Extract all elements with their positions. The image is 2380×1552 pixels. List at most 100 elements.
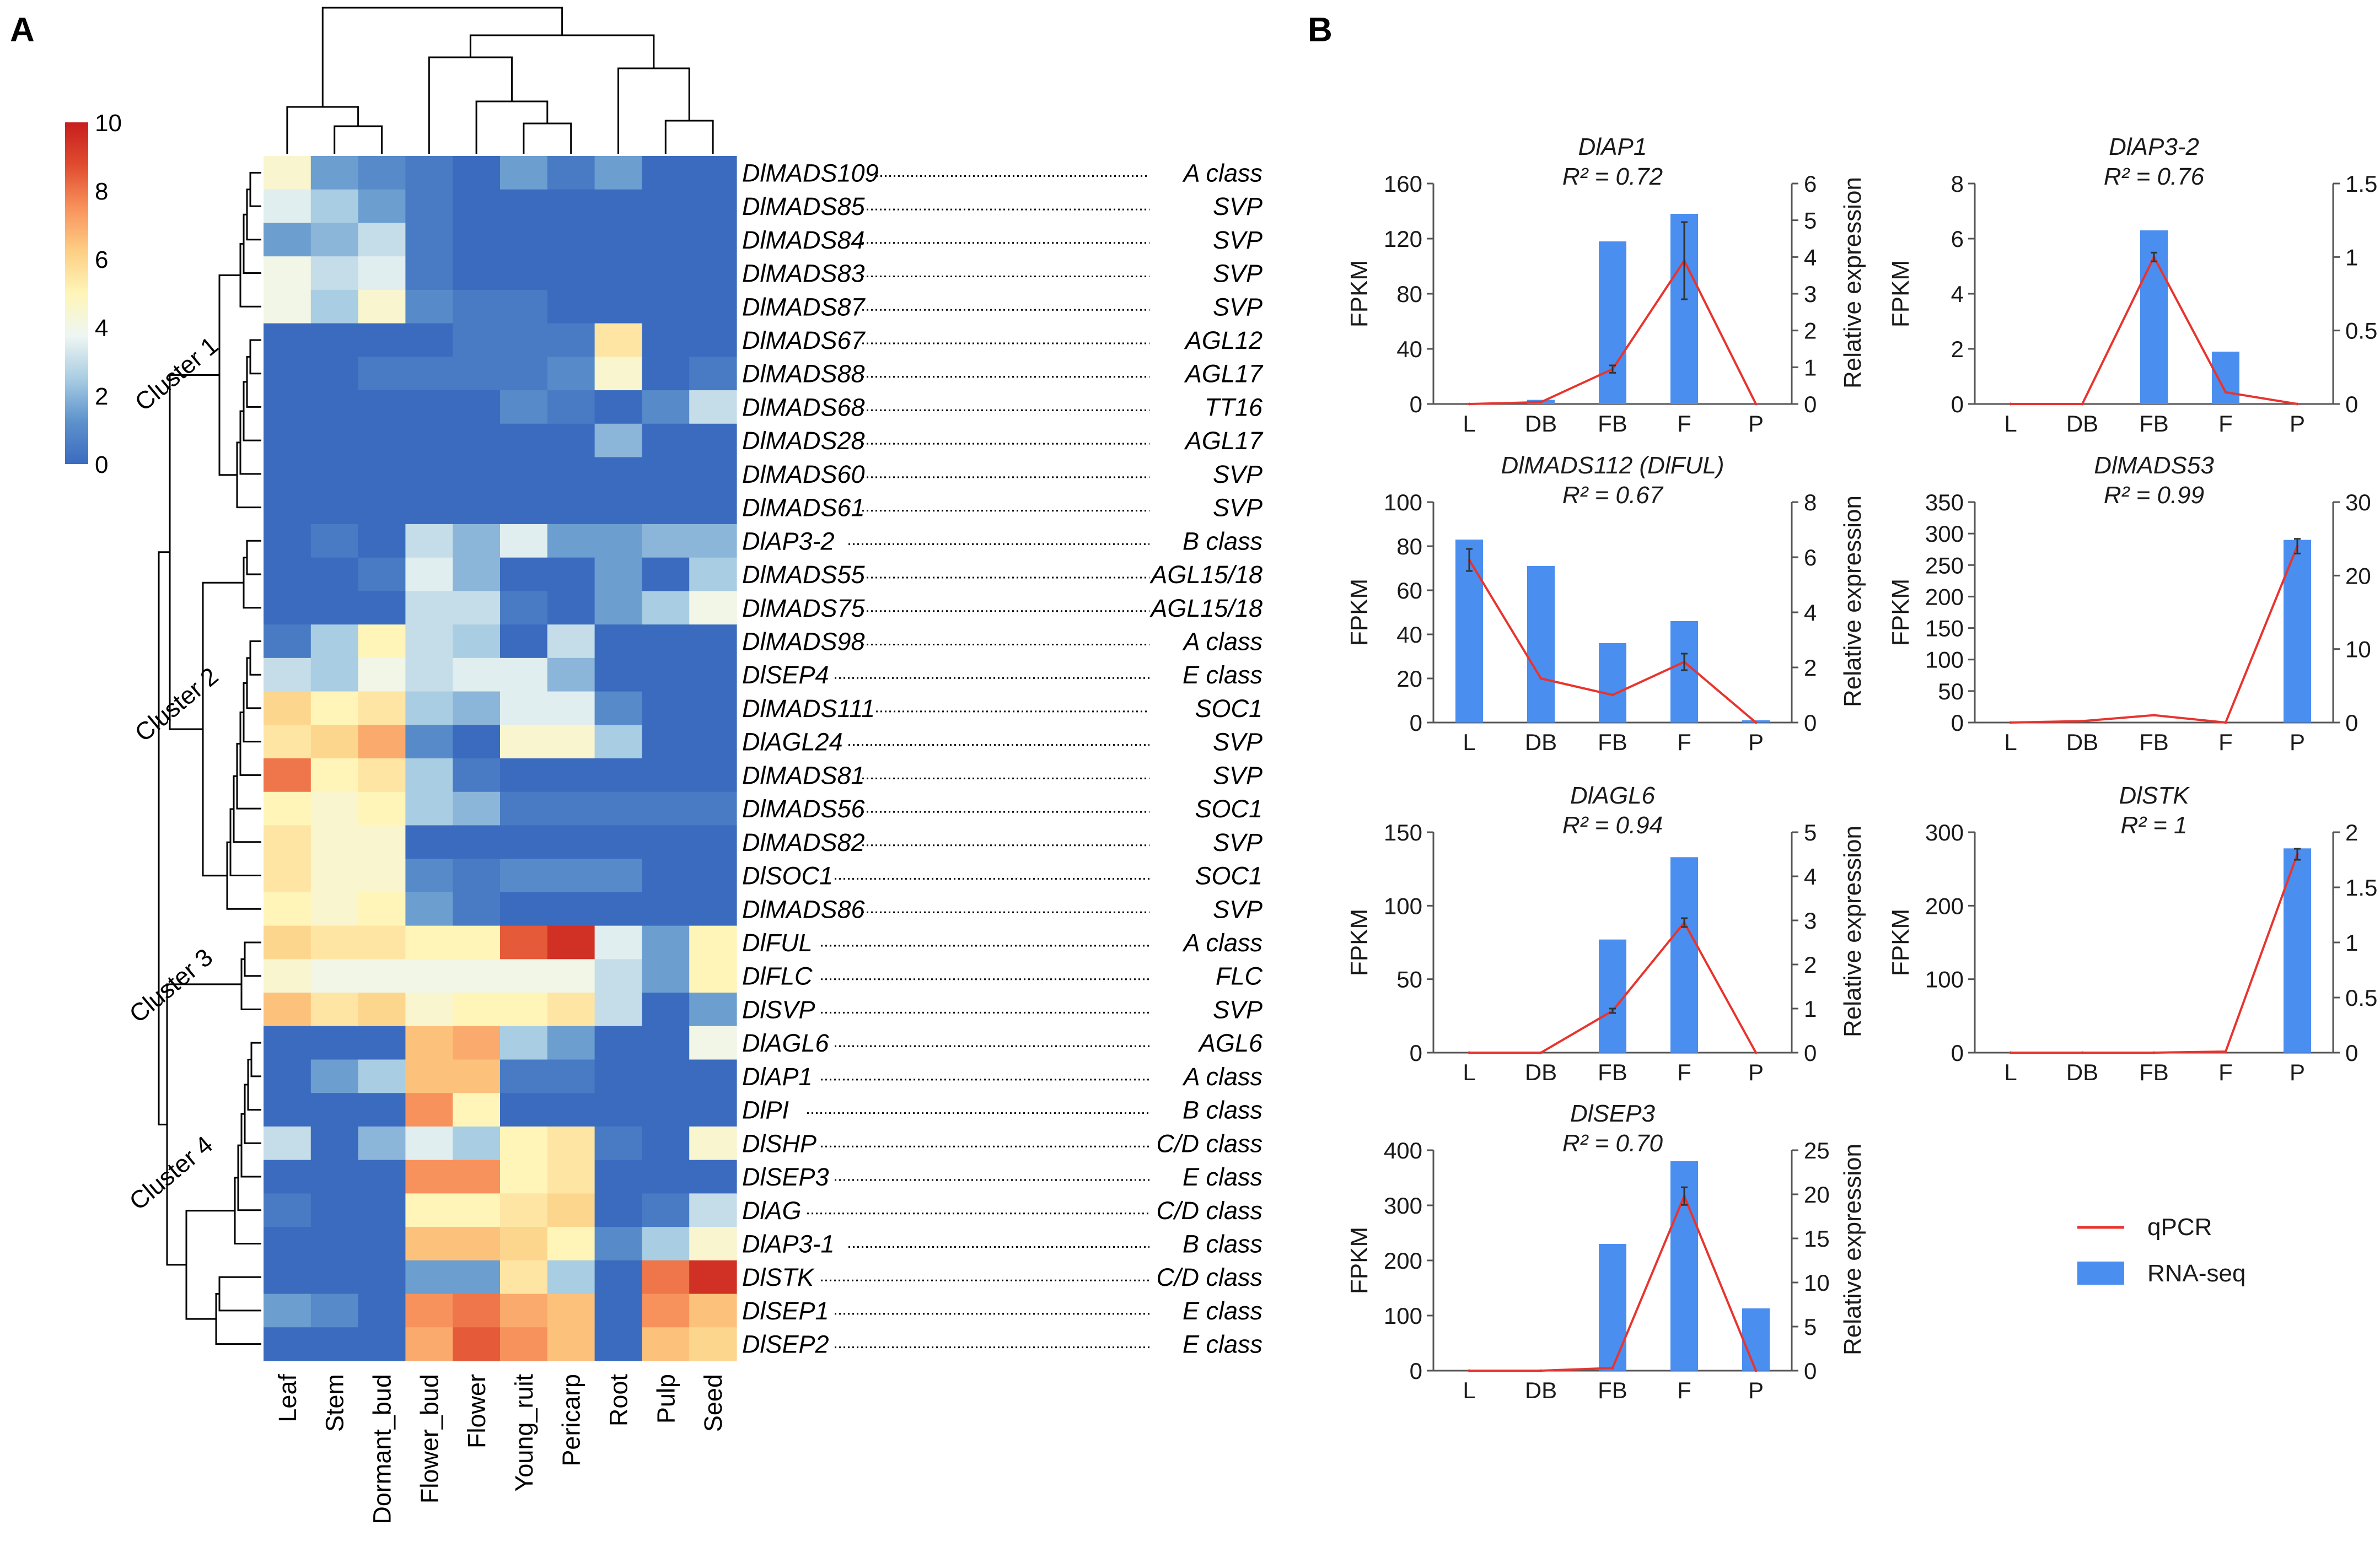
y2-axis-title: Relative expression <box>1839 826 1866 1037</box>
dendrogram-branch <box>523 122 572 154</box>
heatmap-cell <box>642 1193 690 1227</box>
y-tick-label: 50 <box>1396 967 1422 993</box>
heatmap-cell <box>405 1227 453 1261</box>
heatmap-cell <box>453 189 501 224</box>
x-tick-label: F <box>2218 411 2233 436</box>
panel-a-heatmap: DlMADS109 A class DlMADS85 SVP DlMADS84 SVP Dl… <box>65 7 1264 1524</box>
gene-class-label: A class <box>1182 1063 1262 1091</box>
heatmap-cell <box>358 156 406 190</box>
heatmap-cell <box>310 758 359 793</box>
heatmap-cell <box>689 1327 737 1361</box>
gene-class-label: SVP <box>1213 192 1262 220</box>
heatmap-cell <box>310 691 359 725</box>
heatmap-cell <box>547 423 595 458</box>
heatmap-cell <box>500 859 548 893</box>
qpcr-point <box>2081 402 2084 406</box>
y-tick-label: 300 <box>1925 820 1964 845</box>
heatmap-cell <box>453 557 501 591</box>
heatmap-cell <box>264 624 311 659</box>
heatmap-cell <box>594 323 642 357</box>
heatmap-cell <box>358 758 406 793</box>
heatmap-cell <box>689 1160 737 1194</box>
heatmap-cell <box>405 289 453 324</box>
gene-label: DlPI <box>742 1096 789 1124</box>
y2-tick-label: 20 <box>1804 1182 1830 1208</box>
dendrogram-branch <box>475 100 549 154</box>
gene-label: DlMADS86 <box>742 895 866 923</box>
heatmap-cell <box>264 1260 311 1295</box>
heatmap-cell <box>405 423 453 458</box>
heatmap-cell <box>264 825 311 859</box>
dendrogram-branch <box>249 339 261 375</box>
heatmap-cell <box>594 1093 642 1127</box>
heatmap-cell <box>405 859 453 893</box>
heatmap-cell <box>358 189 406 224</box>
heatmap-cell <box>453 524 501 558</box>
y2-tick-label: 5 <box>1804 820 1817 845</box>
dendrogram-branch <box>321 7 563 107</box>
heatmap-cell <box>310 925 359 960</box>
gene-label: DlMADS67 <box>742 326 866 354</box>
qpcr-point <box>2009 1051 2012 1054</box>
heatmap-cell <box>689 1093 737 1127</box>
heatmap-cell <box>547 289 595 324</box>
heatmap-cell <box>500 1260 548 1295</box>
heatmap-cell <box>689 1193 737 1227</box>
rnaseq-bar <box>1599 1244 1626 1371</box>
y-tick-label: 100 <box>1384 1303 1422 1329</box>
heatmap-cell <box>689 390 737 424</box>
gene-class-label: AGL12 <box>1184 326 1262 354</box>
heatmap-cell <box>547 892 595 926</box>
qpcr-point <box>2224 391 2227 394</box>
heatmap-cell <box>642 289 690 324</box>
gene-label: DlMADS82 <box>742 828 865 856</box>
heatmap-cell <box>689 993 737 1027</box>
heatmap-cell <box>547 390 595 424</box>
y-tick-label: 200 <box>1925 893 1964 919</box>
heatmap-cell <box>547 825 595 859</box>
heatmap-cell <box>453 390 501 424</box>
heatmap-cell <box>264 423 311 458</box>
heatmap-cell <box>500 993 548 1027</box>
heatmap-cell <box>310 557 359 591</box>
column-label: Dormant_bud <box>368 1374 396 1524</box>
heatmap-cell <box>453 591 501 625</box>
heatmap-cell <box>358 289 406 324</box>
y-tick-label: 400 <box>1384 1138 1422 1163</box>
heatmap-cell <box>594 624 642 659</box>
heatmap-cell <box>642 1059 690 1093</box>
gene-class-label: SVP <box>1213 260 1262 288</box>
heatmap-cell <box>642 323 690 357</box>
dendrogram-branch <box>215 1293 261 1345</box>
heatmap-cell <box>264 1093 311 1127</box>
dendrogram-branch <box>158 551 170 1125</box>
gene-label: DlMADS109 <box>742 159 879 187</box>
x-tick-label: P <box>1748 1377 1764 1403</box>
heatmap-cell <box>547 1059 595 1093</box>
y-tick-label: 8 <box>1951 171 1964 197</box>
heatmap-cell <box>405 357 453 391</box>
heatmap-cell <box>453 993 501 1027</box>
heatmap-cell <box>264 859 311 893</box>
heatmap-cell <box>358 725 406 759</box>
heatmap-cell <box>310 357 359 391</box>
y-tick-label: 0 <box>1951 710 1964 736</box>
gene-label: DlMADS55 <box>742 561 866 589</box>
x-tick-label: L <box>1463 411 1475 436</box>
gene-class-label: B class <box>1183 527 1262 555</box>
heatmap-cell <box>594 758 642 793</box>
heatmap-cell <box>405 1260 453 1295</box>
gene-class-label: A class <box>1182 159 1262 187</box>
rnaseq-bar <box>1742 1308 1770 1371</box>
gene-label: DlAG <box>742 1197 802 1225</box>
heatmap-cell <box>642 1294 690 1328</box>
heatmap-cell <box>310 791 359 826</box>
gene-class-label: C/D class <box>1156 1129 1262 1157</box>
r-squared: R² = 0.99 <box>2104 482 2204 509</box>
heatmap-cell <box>547 1193 595 1227</box>
heatmap-cell <box>264 357 311 391</box>
heatmap-cell <box>594 825 642 859</box>
heatmap-cell <box>310 457 359 491</box>
y-axis-title: FPKM <box>1346 260 1373 327</box>
heatmap-cell <box>405 925 453 960</box>
